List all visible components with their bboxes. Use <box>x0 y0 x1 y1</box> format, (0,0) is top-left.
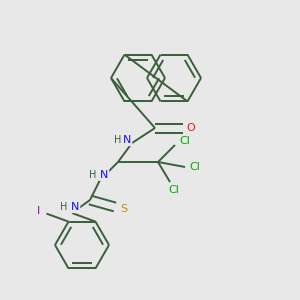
Text: S: S <box>120 204 128 214</box>
Text: H: H <box>89 170 97 180</box>
Text: H: H <box>114 135 122 145</box>
Text: H: H <box>60 202 68 212</box>
Text: I: I <box>37 206 40 216</box>
Text: Cl: Cl <box>169 185 179 195</box>
Text: N: N <box>100 170 108 180</box>
Text: Cl: Cl <box>180 136 190 146</box>
Text: Cl: Cl <box>190 162 200 172</box>
Text: N: N <box>71 202 79 212</box>
Text: O: O <box>187 123 195 133</box>
Text: N: N <box>123 135 131 145</box>
